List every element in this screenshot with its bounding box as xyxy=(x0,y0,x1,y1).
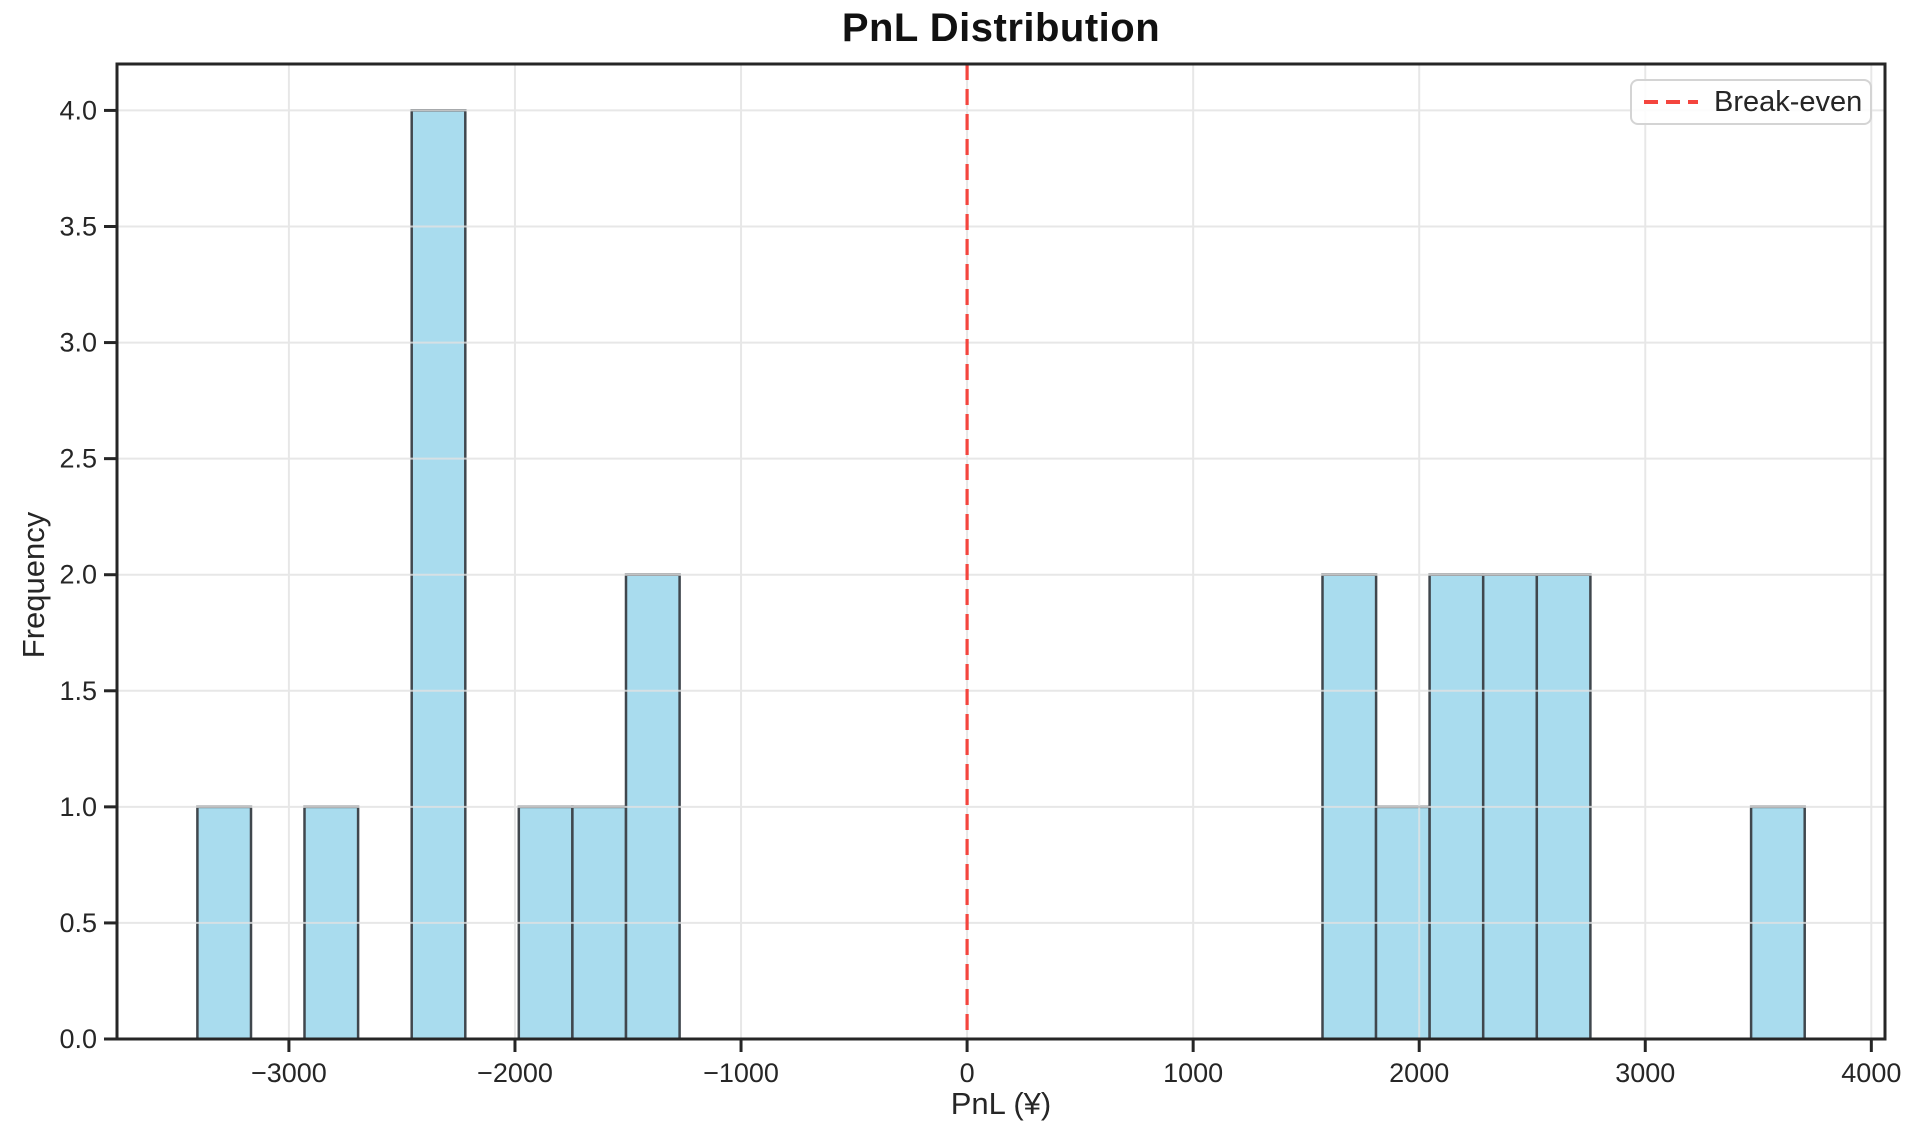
y-tick-label: 2.0 xyxy=(59,560,97,590)
x-tick-label: 2000 xyxy=(1389,1058,1449,1088)
y-tick-label: 4.0 xyxy=(59,95,97,125)
legend: Break-even xyxy=(1630,79,1872,125)
y-tick-label: 2.5 xyxy=(59,444,97,474)
y-tick-label: 0.5 xyxy=(59,908,97,938)
y-tick-label: 1.5 xyxy=(59,676,97,706)
tick-marks xyxy=(104,108,1873,1052)
x-tick-label: −3000 xyxy=(251,1058,327,1088)
x-tick-label: 4000 xyxy=(1841,1058,1901,1088)
y-tick-label: 0.0 xyxy=(59,1024,97,1054)
y-tick-label: 3.0 xyxy=(59,328,97,358)
y-tick-label: 3.5 xyxy=(59,212,97,242)
x-tick-label: −1000 xyxy=(703,1058,779,1088)
tick-labels: −3000 −2000 −1000 0 1000 2000 3000 4000 0.0 0.5 1.… xyxy=(59,95,1901,1088)
chart-title: PnL Distribution xyxy=(841,6,1161,50)
y-tick-label: 1.0 xyxy=(59,792,97,822)
plot-border xyxy=(115,62,1887,1041)
x-tick-label: −2000 xyxy=(477,1058,553,1088)
break-even-line-icon xyxy=(1644,100,1698,104)
legend-label: Break-even xyxy=(1714,85,1863,118)
grid-lines xyxy=(117,64,1885,1040)
x-tick-label: 0 xyxy=(960,1058,975,1088)
x-tick-label: 1000 xyxy=(1163,1058,1223,1088)
x-tick-label: 3000 xyxy=(1615,1058,1675,1088)
x-axis-label: PnL (¥) xyxy=(950,1086,1052,1121)
